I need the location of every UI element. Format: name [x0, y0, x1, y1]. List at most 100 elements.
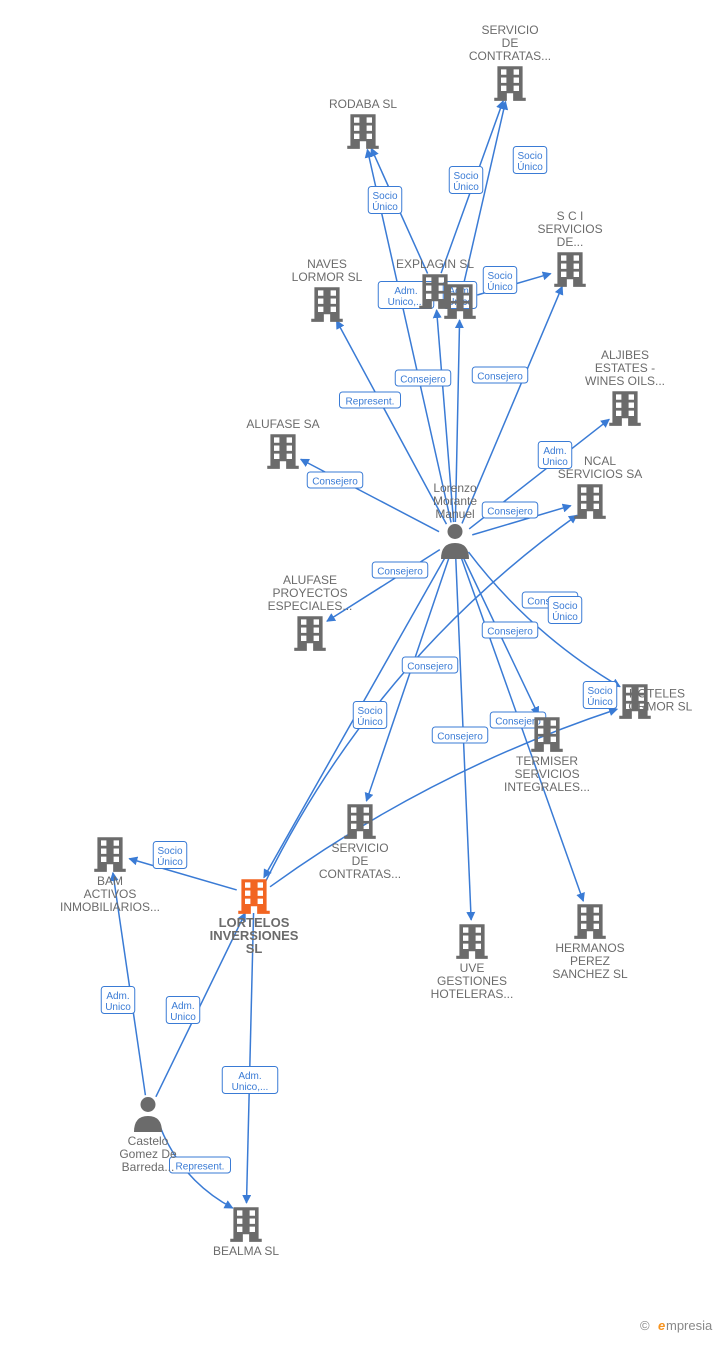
building-icon: [554, 252, 586, 287]
edge-label-text: Socio: [357, 706, 382, 717]
edge-label-text: Unico,...: [388, 297, 425, 308]
edge-label-text: Único: [357, 715, 383, 728]
edge-label-text: Único: [517, 160, 543, 173]
edge-label-text: Único: [487, 280, 513, 293]
edge-label-text: Consejero: [377, 566, 423, 577]
building-icon: [344, 804, 376, 839]
edge-label: Represent.: [340, 392, 401, 408]
node-label: INMOBILIARIOS...: [60, 900, 160, 914]
edge-label: Adm.Unico: [101, 987, 135, 1014]
company-node[interactable]: ALUFASEPROYECTOSESPECIALES...: [268, 573, 353, 651]
node-label: SERVICIO: [331, 841, 388, 855]
edge-label-text: Único: [372, 200, 398, 213]
node-label: TERMISER: [516, 754, 578, 768]
edge-label-text: Represent.: [346, 396, 395, 407]
person-node[interactable]: CasteloGomez DeBarreda...: [119, 1097, 177, 1174]
building-icon: [531, 717, 563, 752]
edge: [246, 913, 253, 1203]
building-icon: [419, 274, 451, 309]
node-label: Morante: [433, 494, 477, 508]
edge-label-text: Adm.: [171, 1001, 194, 1012]
edge-label: Adm.Unico: [166, 997, 200, 1024]
edge-label-text: Socio: [453, 171, 478, 182]
node-label: RODABA SL: [329, 97, 397, 111]
building-icon: [574, 484, 606, 519]
node-label: GESTIONES: [437, 974, 507, 988]
edge-label: Represent.: [170, 1157, 231, 1173]
network-diagram: SocioÚnicoSocioÚnicoSocioÚnicoSocioÚnico…: [0, 0, 728, 1345]
building-icon: [238, 879, 270, 914]
company-node[interactable]: RODABA SL: [329, 97, 397, 149]
node-label: BEALMA SL: [213, 1244, 279, 1258]
edge-label-text: Unico: [105, 1002, 131, 1013]
company-node[interactable]: BAMACTIVOSINMOBILIARIOS...: [60, 837, 160, 914]
edge-label: Consejero: [482, 502, 538, 518]
company-node[interactable]: TERMISERSERVICIOSINTEGRALES...: [504, 717, 590, 794]
building-icon: [230, 1207, 262, 1242]
edge-label-text: Consejero: [437, 731, 483, 742]
node-label: NAVES: [307, 257, 347, 271]
node-label: SERVICIOS SA: [558, 467, 642, 481]
node-label: PROYECTOS: [272, 586, 347, 600]
edge-label-text: Adm.: [394, 286, 417, 297]
building-icon: [444, 284, 476, 319]
node-label: ESPECIALES...: [268, 599, 353, 613]
node-label: LORMOR SL: [292, 270, 363, 284]
node-label: Manuel: [435, 507, 474, 521]
edge-label: SocioÚnico: [353, 702, 387, 729]
building-icon: [267, 434, 299, 469]
edge-label: Consejero: [432, 727, 488, 743]
node-label: Gomez De: [119, 1147, 177, 1161]
company-node[interactable]: ALJIBESESTATES -WINES OILS...: [585, 348, 665, 426]
node-label: Barreda...: [122, 1160, 175, 1174]
edge-label: Consejero: [372, 562, 428, 578]
building-icon: [294, 616, 326, 651]
svg-text:mpresia: mpresia: [666, 1318, 713, 1333]
edge-label-text: Socio: [517, 151, 542, 162]
company-node[interactable]: SERVICIODECONTRATAS...: [319, 804, 401, 881]
company-node[interactable]: SERVICIODECONTRATAS...: [469, 23, 551, 101]
node-label: CONTRATAS...: [469, 49, 551, 63]
edge-label-text: Adm.: [238, 1071, 261, 1082]
svg-text:e: e: [658, 1318, 665, 1333]
company-node[interactable]: HOTELESLORMOR SL: [619, 684, 692, 719]
edge: [301, 459, 439, 531]
building-icon: [609, 391, 641, 426]
edge-label: SocioÚnico: [483, 267, 517, 294]
node-label: NCAL: [584, 454, 616, 468]
company-node[interactable]: NAVESLORMOR SL: [292, 257, 363, 322]
person-icon: [134, 1097, 162, 1132]
edge: [462, 286, 562, 523]
edge: [468, 552, 620, 687]
company-node[interactable]: LORTELOSINVERSIONESSL: [210, 879, 299, 956]
edge-label-text: Adm.: [543, 446, 566, 457]
node-label: UVE: [460, 961, 485, 975]
watermark: © e mpresia: [640, 1318, 713, 1333]
edge-label: Consejero: [402, 657, 458, 673]
company-node[interactable]: ALUFASE SA: [246, 417, 319, 469]
company-node[interactable]: UVEGESTIONESHOTELERAS...: [431, 924, 514, 1001]
edge-label-text: Consejero: [312, 476, 358, 487]
edge-label: Consejero: [395, 370, 451, 386]
edge-label-text: Socio: [552, 601, 577, 612]
node-label: ACTIVOS: [84, 887, 137, 901]
company-node[interactable]: BEALMA SL: [213, 1207, 279, 1258]
node-label: SERVICIOS: [537, 222, 602, 236]
node-label: ALJIBES: [601, 348, 649, 362]
edge-label: SocioÚnico: [368, 187, 402, 214]
building-icon: [494, 66, 526, 101]
node-label: Castelo: [128, 1134, 169, 1148]
node-label: EXPLAGIN SL: [396, 257, 474, 271]
node-label: DE: [502, 36, 519, 50]
node-label: SL: [246, 941, 263, 956]
edge-label-text: Consejero: [487, 626, 533, 637]
node-label: HOTELERAS...: [431, 987, 514, 1001]
edge-label-text: Consejero: [487, 506, 533, 517]
edge-label-text: Socio: [157, 846, 182, 857]
edge-label-text: Único: [453, 180, 479, 193]
node-label: Lorenzo: [433, 481, 477, 495]
company-node[interactable]: HERMANOSPEREZSANCHEZ SL: [552, 904, 628, 981]
person-node[interactable]: LorenzoMoranteManuel: [433, 481, 477, 559]
company-node[interactable]: [444, 284, 476, 319]
edge-label-text: Represent.: [176, 1161, 225, 1172]
